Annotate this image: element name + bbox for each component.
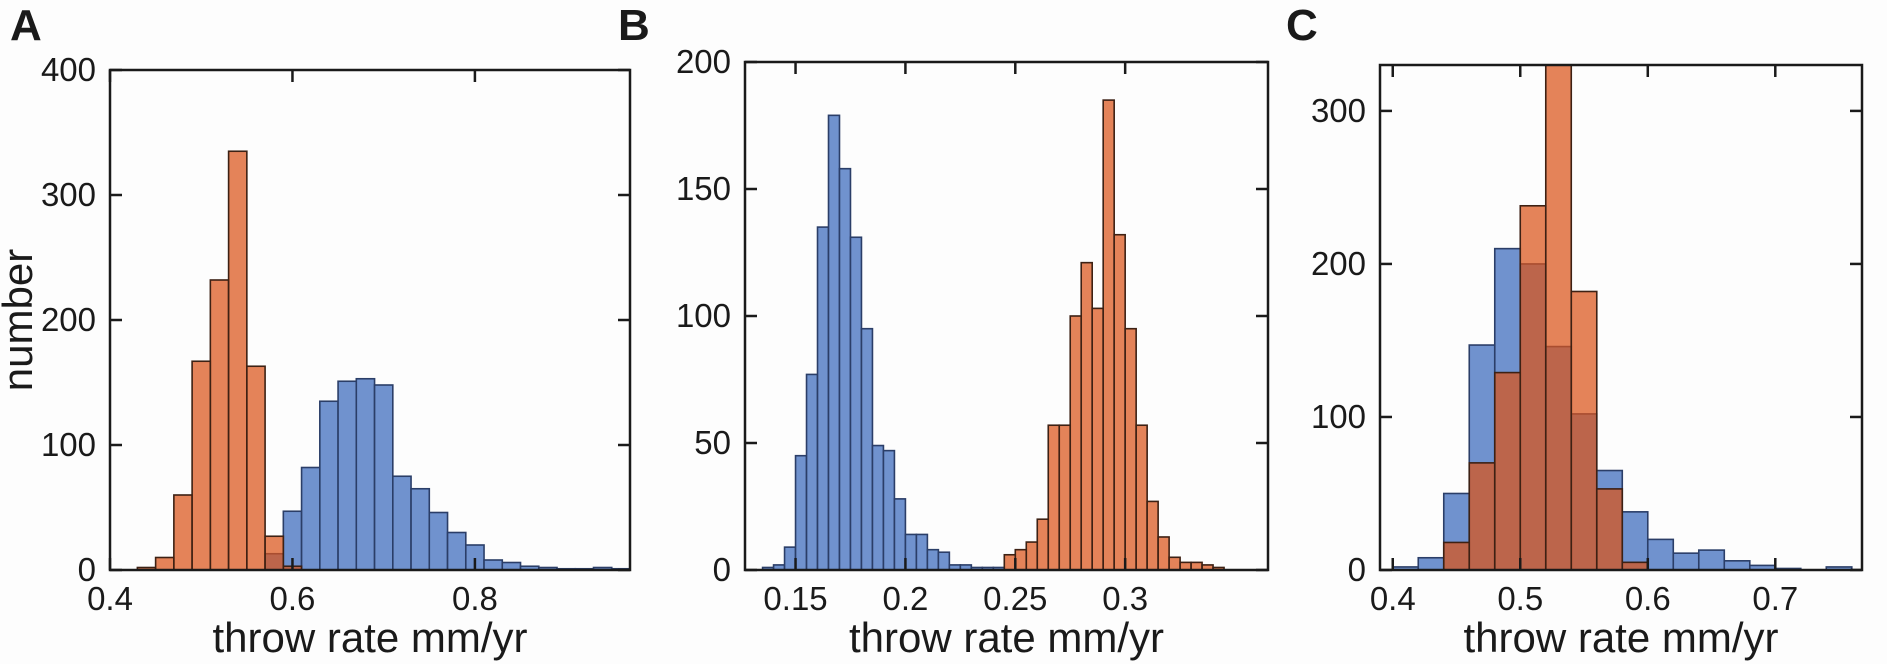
orange-distribution [1442, 65, 1649, 570]
x-tick-label: 0.4 [87, 580, 133, 617]
x-axis-label: throw rate mm/yr [1463, 614, 1778, 661]
histogram-panel-c: 0.4 0.5 0.6 0.7 0 100 200 300 throw rate mm/yr [1311, 63, 1864, 661]
x-tick-label: 0.6 [270, 580, 316, 617]
x-axis-label: throw rate mm/yr [212, 614, 527, 661]
axis-ticks [745, 60, 1268, 572]
y-tick-label: 0 [78, 551, 96, 588]
y-tick-label: 200 [41, 301, 96, 338]
axes-frame [1378, 63, 1864, 572]
panel-label-b: B [618, 1, 650, 50]
histogram-panel-a: 0.4 0.6 0.8 0 100 200 300 400 throw rate mm/yr nu… [0, 51, 632, 661]
x-tick-label: 0.8 [452, 580, 498, 617]
histogram-bars [1391, 65, 1853, 570]
x-tick-label: 0.15 [763, 580, 827, 617]
histogram-panel-b: 0.15 0.2 0.25 0.3 0 50 100 150 200 throw rate mm/… [676, 43, 1270, 661]
orange-distribution [136, 150, 303, 570]
y-tick-label: 200 [676, 43, 731, 80]
blue-distribution [264, 377, 630, 570]
tick-labels: 0.4 0.5 0.6 0.7 0 100 200 300 [1311, 92, 1798, 617]
orange-distribution [1003, 99, 1225, 570]
x-axis-label: throw rate mm/yr [849, 614, 1164, 661]
y-tick-label: 150 [676, 170, 731, 207]
y-tick-label: 300 [1311, 92, 1366, 129]
y-tick-label: 100 [1311, 398, 1366, 435]
x-tick-label: 0.2 [882, 580, 928, 617]
x-tick-label: 0.7 [1752, 580, 1798, 617]
y-tick-label: 50 [694, 424, 731, 461]
tick-labels: 0.15 0.2 0.25 0.3 0 50 100 150 200 [676, 43, 1148, 617]
y-tick-label: 400 [41, 51, 96, 88]
blue-distribution [761, 114, 1006, 570]
x-tick-label: 0.6 [1625, 580, 1671, 617]
panel-label-a: A [10, 1, 42, 50]
y-tick-label: 200 [1311, 245, 1366, 282]
tick-labels: 0.4 0.6 0.8 0 100 200 300 400 [41, 51, 498, 617]
axis-ticks [1380, 65, 1862, 572]
x-tick-label: 0.5 [1497, 580, 1543, 617]
y-tick-label: 300 [41, 176, 96, 213]
histogram-bars [761, 99, 1225, 570]
x-tick-label: 0.25 [983, 580, 1047, 617]
y-tick-label: 100 [676, 297, 731, 334]
y-tick-label: 0 [1348, 551, 1366, 588]
histogram-bars [136, 150, 630, 570]
panel-label-c: C [1286, 1, 1318, 50]
y-tick-label: 0 [713, 551, 731, 588]
x-tick-label: 0.3 [1102, 580, 1148, 617]
x-tick-label: 0.4 [1370, 580, 1416, 617]
axis-ticks [108, 68, 630, 572]
y-axis-label: number [0, 249, 41, 391]
y-tick-label: 100 [41, 426, 96, 463]
